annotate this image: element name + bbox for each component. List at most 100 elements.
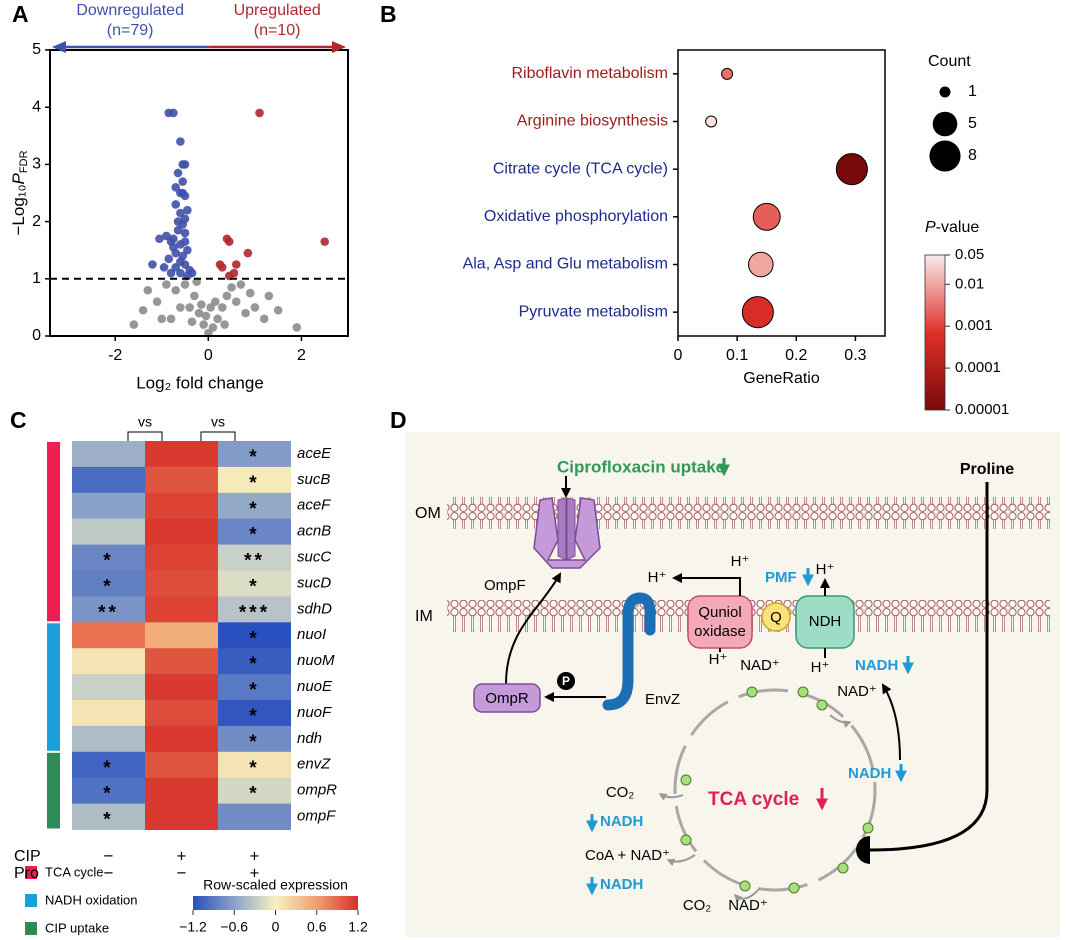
data-point [231, 297, 241, 306]
arrow [672, 573, 741, 596]
significance: * [249, 447, 259, 468]
gene-label: nuoM [297, 652, 335, 669]
x-tick-label: 2 [297, 347, 306, 364]
phospho-label: P [562, 674, 570, 688]
gene-label: envZ [297, 756, 331, 773]
gene-label: sdhD [297, 600, 332, 617]
colorbar-tick-label: 0.6 [307, 919, 327, 935]
data-point [185, 303, 194, 312]
cipro-label: Ciprofloxacin uptake [557, 457, 725, 476]
heatmap-cell [72, 596, 145, 623]
legend-title: Count [928, 53, 971, 70]
heatmap-cell [218, 492, 291, 520]
condition-value: + [250, 846, 260, 865]
data-point [159, 263, 169, 272]
heatmap-cell [72, 803, 145, 830]
category-label: Pyruvate metabolism [519, 303, 668, 320]
colorbar-tick-label: 0.001 [955, 317, 993, 334]
data-point [180, 228, 190, 238]
comparison-label: vs [211, 414, 225, 430]
x-axis-label: Log₂ fold change [136, 373, 264, 392]
data-point [201, 311, 211, 321]
condition-value: − [104, 863, 114, 882]
condition-value: + [177, 846, 187, 865]
quinone [761, 602, 791, 632]
heatmap-cell [145, 441, 218, 468]
data-point [166, 268, 176, 278]
nadh-label: NADH [600, 813, 643, 830]
data-point [173, 225, 183, 235]
significance: * [249, 706, 259, 727]
data-point [173, 217, 183, 226]
series-count: (n=79) [107, 22, 154, 39]
data-point [241, 308, 250, 318]
y-tick-label: 4 [32, 98, 41, 115]
phospho-icon [557, 672, 575, 690]
gene-label: sucB [297, 471, 330, 488]
colorbar-tick-label: −0.6 [220, 919, 248, 935]
branch [733, 887, 761, 903]
significance: * [249, 473, 259, 494]
gene-label: ndh [297, 730, 322, 747]
molecule-label: NAD⁺ [837, 683, 877, 700]
series-count: (n=10) [254, 22, 301, 39]
gene-label: nuoF [297, 704, 332, 721]
category-label: Riboflavin metabolism [511, 65, 668, 82]
inhibition-line [869, 482, 989, 852]
significance: * [249, 499, 259, 520]
significance: * [103, 810, 113, 831]
comparison-label: vs [138, 414, 152, 430]
colorbar-title-part: P [925, 219, 936, 236]
x-tick-label: 0.3 [844, 347, 866, 364]
colorbar-tick-label: 0.05 [955, 246, 984, 263]
data-point [210, 297, 220, 306]
ion-label: H⁺ [648, 569, 667, 586]
significance: * [249, 576, 259, 597]
data-point [152, 297, 162, 306]
data-point [171, 285, 181, 295]
heatmap-cell [145, 466, 218, 494]
data-point [171, 263, 181, 272]
data-point [180, 191, 190, 201]
gene-label: nuoE [297, 678, 333, 695]
data-point [148, 260, 157, 269]
data-point [199, 320, 208, 329]
heatmap-cell [145, 700, 218, 727]
heatmap-cell [218, 777, 291, 805]
bubble [748, 251, 774, 278]
y-tick-label: 1 [32, 270, 41, 287]
heatmap-cell [145, 725, 218, 753]
molecule-label: NAD⁺ [740, 657, 780, 674]
heatmap-cell [218, 466, 291, 494]
category-label: Ala, Asp and Glu metabolism [463, 256, 668, 273]
molecule-label: CO₂ [683, 897, 712, 914]
significance: * [103, 758, 113, 779]
protein-label: OmpF [484, 577, 526, 594]
heatmap-cell [72, 544, 145, 571]
x-tick-label: 0 [204, 347, 213, 364]
heatmap-cell [145, 648, 218, 675]
panel-label: D [390, 407, 407, 433]
heatmap-cell [72, 622, 145, 649]
data-point [320, 237, 330, 246]
heatmap-cell [72, 492, 145, 520]
legend-bubble [939, 86, 951, 98]
legend-label: CIP uptake [45, 920, 109, 935]
heatmap-cell [218, 596, 291, 623]
plot-frame [49, 49, 349, 337]
heatmap-cell [72, 466, 145, 494]
colorbar-tick-label: 0.00001 [955, 401, 1009, 418]
data-point [129, 320, 139, 329]
bubble [721, 67, 734, 80]
heatmap-cell [145, 622, 218, 649]
significance: * [249, 784, 259, 805]
nadh-label: NADH [600, 876, 643, 893]
heatmap-cell [218, 570, 291, 597]
condition-name: CIP [14, 848, 41, 865]
data-point [259, 314, 269, 324]
heatmap-cell [72, 751, 145, 779]
group-bar [47, 752, 60, 829]
significance: * [249, 758, 259, 779]
arrow [505, 572, 561, 685]
